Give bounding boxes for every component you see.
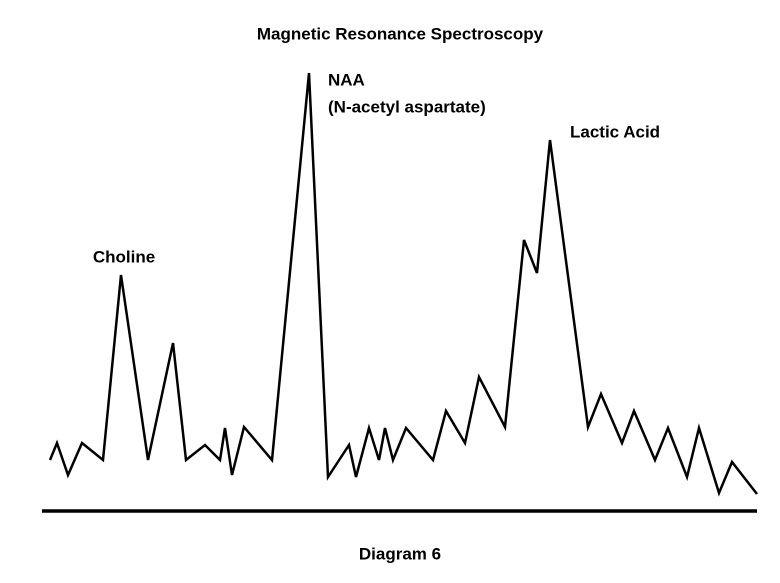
caption: Diagram 6 — [359, 544, 441, 563]
title: Magnetic Resonance Spectroscopy — [257, 24, 544, 43]
peak-label: Choline — [93, 247, 155, 266]
peak-label: NAA — [328, 70, 365, 89]
peak-sublabel: (N-acetyl aspartate) — [328, 97, 486, 116]
spectrum-line — [48, 72, 758, 497]
peak-label: Lactic Acid — [570, 122, 660, 141]
